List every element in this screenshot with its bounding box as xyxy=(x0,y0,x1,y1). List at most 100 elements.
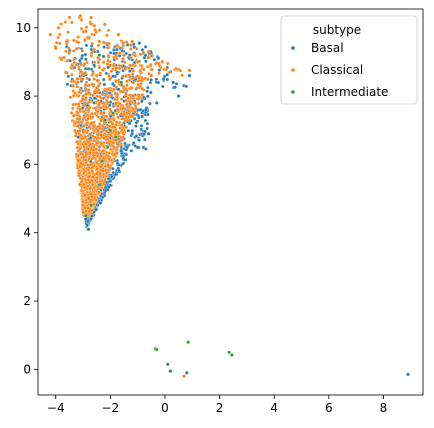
classical-point xyxy=(70,72,74,77)
classical-point xyxy=(105,141,110,145)
legend-entry: Classical xyxy=(311,63,363,77)
basal-point xyxy=(142,132,146,136)
classical-point xyxy=(114,85,119,89)
classical-point xyxy=(112,125,117,129)
basal-point xyxy=(176,94,181,98)
basal-point xyxy=(78,58,82,63)
legend-title: subtype xyxy=(313,23,361,37)
basal-point xyxy=(124,152,128,157)
classical-point xyxy=(133,109,137,114)
classical-point xyxy=(125,79,129,84)
classical-point xyxy=(64,49,68,54)
basal-point xyxy=(66,74,70,79)
basal-point xyxy=(135,145,140,150)
classical-point xyxy=(119,97,124,102)
basal-point xyxy=(146,112,150,117)
classical-point xyxy=(121,130,126,135)
classical-point xyxy=(90,73,94,77)
classical-point xyxy=(126,96,131,101)
classical-point xyxy=(76,148,81,153)
basal-point xyxy=(146,94,150,98)
basal-point xyxy=(154,101,159,105)
classical-point xyxy=(101,149,105,153)
classical-point xyxy=(180,73,184,77)
classical-point xyxy=(100,141,104,146)
classical-point xyxy=(117,120,122,125)
classical-point xyxy=(86,163,90,167)
classical-point xyxy=(149,54,153,58)
basal-point xyxy=(148,80,153,85)
x-tick-label: −2 xyxy=(102,401,120,415)
classical-point xyxy=(91,175,95,179)
basal-point xyxy=(111,74,115,78)
classical-point xyxy=(114,94,119,99)
classical-point xyxy=(112,87,116,92)
basal-point xyxy=(144,59,148,64)
classical-point xyxy=(174,66,178,71)
classical-point xyxy=(92,145,96,150)
classical-point xyxy=(90,115,95,120)
classical-point xyxy=(164,67,168,72)
classical-point xyxy=(92,128,97,133)
intermediate-point xyxy=(92,101,96,105)
classical-point xyxy=(108,63,113,68)
classical-point xyxy=(130,39,135,44)
classical-point xyxy=(140,64,144,68)
classical-point xyxy=(125,102,129,106)
classical-point xyxy=(125,83,129,87)
classical-point xyxy=(86,117,90,121)
classical-point xyxy=(90,111,95,116)
classical-point xyxy=(118,51,122,55)
classical-point xyxy=(130,72,135,76)
classical-point xyxy=(91,134,95,138)
classical-point xyxy=(84,200,89,205)
classical-point xyxy=(108,140,113,144)
y-tick-label: 8 xyxy=(23,89,31,103)
classical-point xyxy=(62,55,66,60)
basal-point xyxy=(139,127,143,132)
classical-point xyxy=(56,35,60,40)
classical-point xyxy=(182,374,186,379)
basal-point xyxy=(108,100,113,104)
classical-point xyxy=(78,165,82,169)
classical-point xyxy=(123,60,127,65)
classical-point xyxy=(58,32,62,37)
classical-point xyxy=(114,53,118,58)
classical-point xyxy=(136,79,140,83)
basal-point xyxy=(137,41,142,46)
classical-point xyxy=(135,74,140,78)
classical-point xyxy=(153,61,158,66)
basal-point xyxy=(141,145,146,150)
basal-point xyxy=(86,219,90,224)
basal-point xyxy=(117,54,122,58)
classical-point xyxy=(108,133,113,137)
classical-point xyxy=(133,53,138,58)
classical-point xyxy=(63,20,68,24)
classical-point xyxy=(146,49,151,54)
basal-point xyxy=(122,158,127,162)
classical-point xyxy=(123,67,127,71)
classical-point xyxy=(94,160,99,165)
classical-point xyxy=(131,80,136,85)
classical-point xyxy=(106,154,111,158)
classical-point xyxy=(78,152,83,156)
classical-point xyxy=(101,101,106,105)
classical-point xyxy=(106,28,111,33)
basal-point xyxy=(134,120,139,125)
classical-point xyxy=(72,49,76,53)
classical-point xyxy=(86,91,91,95)
classical-point xyxy=(76,94,81,98)
basal-point xyxy=(92,63,96,67)
classical-point xyxy=(71,114,76,118)
basal-point xyxy=(115,161,120,166)
basal-point xyxy=(130,131,135,136)
basal-point xyxy=(148,101,152,106)
classical-point xyxy=(103,22,107,27)
basal-point xyxy=(106,65,110,70)
classical-point xyxy=(106,95,110,100)
classical-point xyxy=(77,114,82,119)
classical-point xyxy=(114,79,118,83)
classical-point xyxy=(97,65,102,70)
classical-point xyxy=(130,76,135,81)
classical-point xyxy=(92,60,97,65)
